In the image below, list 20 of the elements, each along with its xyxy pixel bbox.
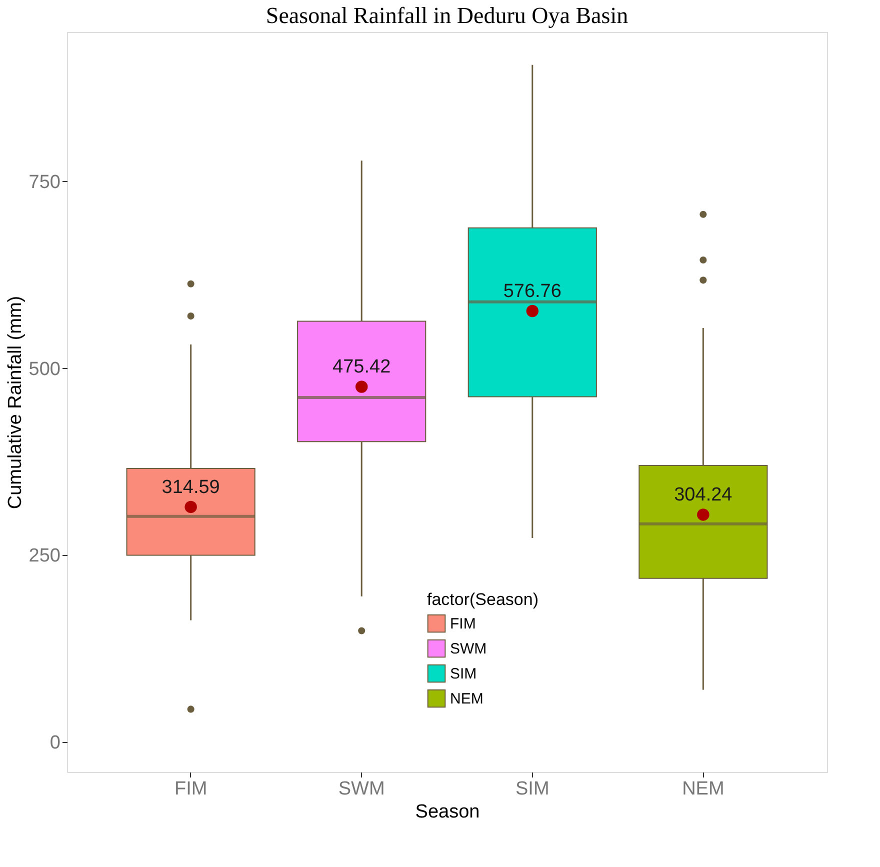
annotation: 475.42 <box>332 356 391 378</box>
legend-label: SWM <box>450 640 487 658</box>
y-tick-label: 500 <box>28 358 60 380</box>
y-tick-label: 250 <box>28 546 60 567</box>
y-axis-title: Cumulative Rainfall (mm) <box>4 296 26 510</box>
annotation: 576.76 <box>503 280 562 302</box>
chart-title: Seasonal Rainfall in Deduru Oya Basin <box>266 3 629 28</box>
legend-label: SIM <box>450 666 477 682</box>
annotation: 304.24 <box>674 484 733 506</box>
x-tick-label: NEM <box>682 778 724 800</box>
x-tick-label: FIM <box>174 778 208 800</box>
legend-label: NEM <box>450 690 484 708</box>
y-tick-label: 0 <box>50 732 60 754</box>
legend-label: FIM <box>450 616 476 632</box>
x-axis-title: Season <box>415 802 480 822</box>
legend-title: factor(Season) <box>427 590 538 609</box>
x-tick-label: SIM <box>516 778 550 800</box>
x-tick-label: SWM <box>338 778 385 800</box>
y-tick-label: 750 <box>28 172 60 193</box>
annotation: 314.59 <box>162 476 220 498</box>
